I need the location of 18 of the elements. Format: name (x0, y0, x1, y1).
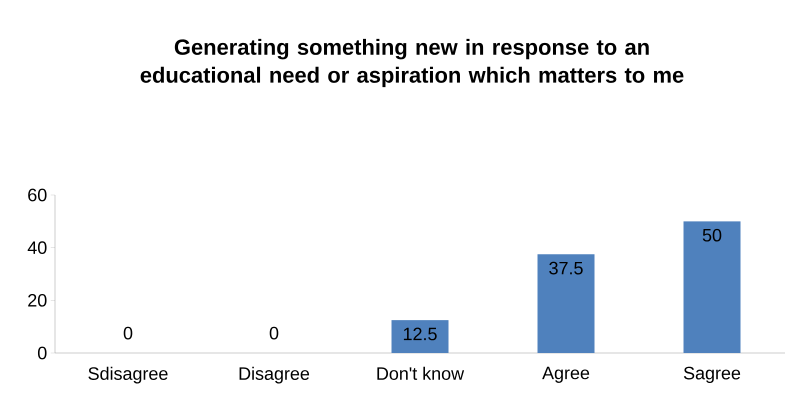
x-tick-label: Sdisagree (88, 366, 168, 384)
data-label: 37.5 (549, 262, 583, 274)
y-tick-label: 40 (28, 241, 47, 254)
x-tick-label: Disagree (240, 366, 310, 384)
chart-title: Generating something new in response to an educational need or aspiration which matters to me (140, 38, 684, 88)
data-label: 12.5 (404, 328, 437, 340)
y-tick-label: 60 (28, 188, 47, 202)
x-tick-label: Don't know (377, 366, 464, 380)
bar (538, 254, 595, 353)
y-tick-label: 20 (28, 294, 47, 307)
bar (392, 320, 449, 353)
data-label: 0 (124, 326, 132, 340)
data-label: 50 (702, 228, 722, 242)
data-label: 0 (270, 326, 278, 340)
x-tick-label: Agree (542, 366, 590, 383)
x-tick-label: Sagree (684, 366, 740, 384)
bar (684, 221, 741, 353)
y-tick-label: 0 (38, 346, 47, 360)
